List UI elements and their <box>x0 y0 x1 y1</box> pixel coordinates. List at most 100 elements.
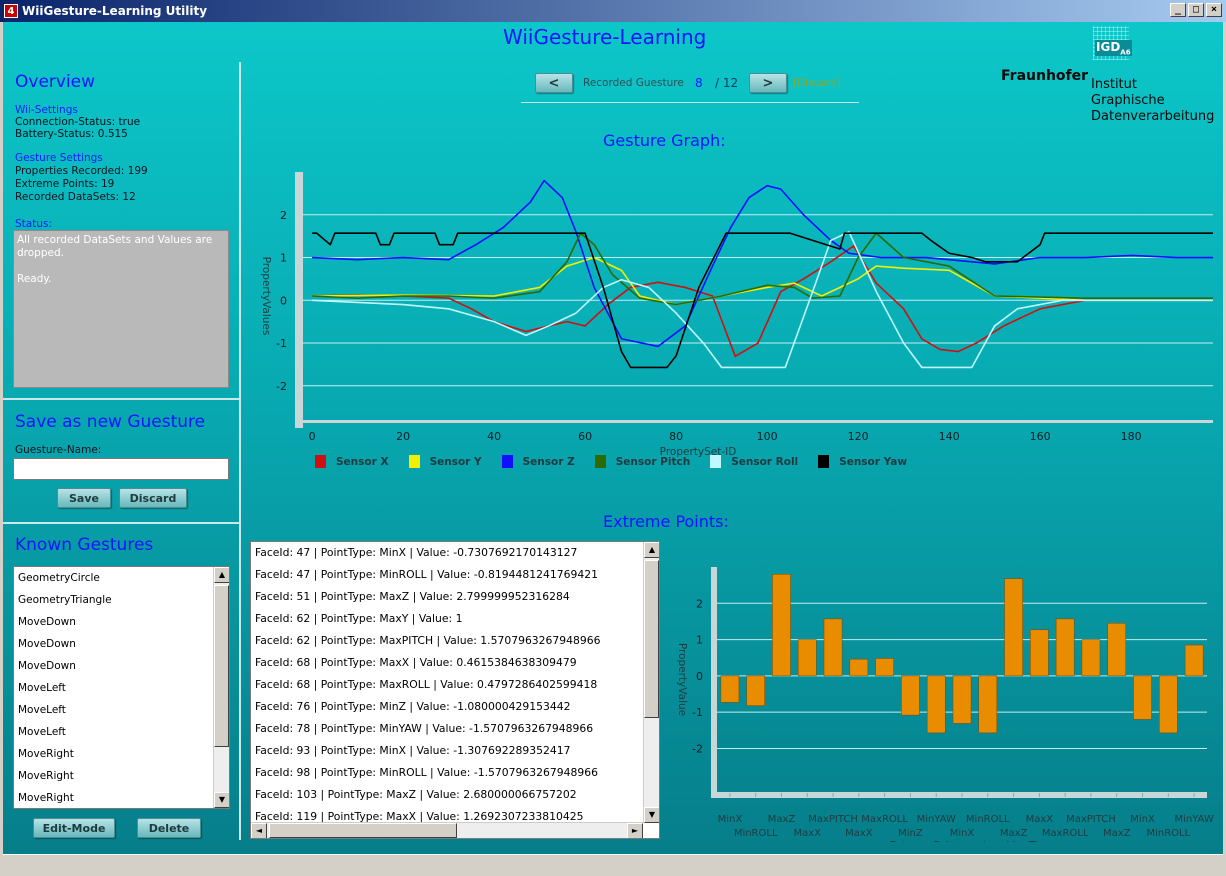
list-item[interactable]: FaceId: 103 | PointType: MaxZ | Value: 2… <box>255 788 577 801</box>
list-item[interactable]: FaceId: 47 | PointType: MinX | Value: -0… <box>255 546 578 559</box>
fraunhofer-name: Fraunhofer <box>1001 68 1089 84</box>
edit-mode-button[interactable]: Edit-Mode <box>33 818 115 838</box>
sensor-y-swatch <box>408 455 420 468</box>
x-tick-label: 40 <box>487 430 501 443</box>
scroll-up-icon[interactable]: ▲ <box>644 542 659 558</box>
app-title: WiiGesture-Learning <box>503 25 707 49</box>
gesture-graph: 210-1-20 20 40 60 80 100 120 140 160 180PropertyS… <box>260 172 1213 458</box>
list-item[interactable]: MoveRight <box>18 770 74 782</box>
list-item[interactable]: MoveDown <box>18 660 76 672</box>
list-item[interactable]: FaceId: 119 | PointType: MaxX | Value: 1… <box>255 810 584 823</box>
bar <box>901 675 920 716</box>
extreme-points-list[interactable]: FaceId: 47 | PointType: MinX | Value: -0… <box>250 541 660 839</box>
list-item[interactable]: FaceId: 98 | PointType: MinROLL | Value:… <box>255 766 598 779</box>
x-tick-label: 120 <box>848 430 869 443</box>
scroll-thumb[interactable] <box>644 560 659 718</box>
list-item[interactable]: MoveLeft <box>18 726 66 738</box>
gesture-name-input[interactable] <box>13 458 229 480</box>
app-icon: 4 <box>4 4 18 18</box>
status-textbox[interactable]: All recorded DataSets and Values are dro… <box>13 230 229 388</box>
save-gesture-title: Save as new Guesture <box>15 412 206 432</box>
x-tick-label: MaxROLL <box>1042 828 1089 839</box>
window-titlebar: 4 WiiGesture-Learning Utility _ □ × <box>0 0 1226 22</box>
x-tick-label: MaxROLL <box>861 814 908 825</box>
list-item[interactable]: GeometryTriangle <box>18 594 112 606</box>
sensor-yaw-swatch <box>818 455 830 468</box>
list-item[interactable]: MoveRight <box>18 748 74 760</box>
x-tick-label: MinYAW <box>1174 814 1213 825</box>
close-button[interactable]: × <box>1206 3 1222 17</box>
legend-label-sensor-x: Sensor X <box>336 455 389 468</box>
x-tick-label: MaxPITCH <box>1066 814 1116 825</box>
current-gesture-number: 8 <box>695 76 703 90</box>
battery-status: Battery-Status: 0.515 <box>15 128 128 140</box>
list-item[interactable]: MoveLeft <box>18 682 66 694</box>
discard-button[interactable]: Discard <box>119 488 187 508</box>
x-tick-label: MinROLL <box>966 814 1010 825</box>
scroll-down-icon[interactable]: ▼ <box>644 807 659 823</box>
list-item[interactable]: FaceId: 62 | PointType: MaxPITCH | Value… <box>255 634 601 647</box>
y-axis-bar <box>711 567 717 798</box>
list-item[interactable]: FaceId: 47 | PointType: MinROLL | Value:… <box>255 568 598 581</box>
bar <box>1159 675 1178 734</box>
list-item[interactable]: MoveLeft <box>18 704 66 716</box>
sensor-roll-swatch <box>710 455 722 468</box>
list-item[interactable]: MoveRight <box>18 792 74 804</box>
legend-label-sensor-y: Sensor Y <box>429 455 482 468</box>
extreme-points-vscroll[interactable]: ▲ ▼ <box>643 542 659 823</box>
bar <box>1107 623 1127 677</box>
bar <box>823 618 843 677</box>
list-item[interactable]: MoveDown <box>18 616 76 628</box>
scroll-down-icon[interactable]: ▼ <box>214 792 229 808</box>
navigator-underline <box>521 102 859 103</box>
hscroll-thumb[interactable] <box>269 823 457 838</box>
known-gestures-scrollbar[interactable]: ▲ ▼ <box>213 567 229 808</box>
list-item[interactable]: FaceId: 93 | PointType: MinX | Value: -1… <box>255 744 571 757</box>
list-item[interactable]: FaceId: 62 | PointType: MaxY | Value: 1 <box>255 612 463 625</box>
delete-button[interactable]: Delete <box>137 818 201 838</box>
bar <box>797 639 817 677</box>
list-item[interactable]: GeometryCircle <box>18 572 100 584</box>
prev-gesture-button[interactable]: < <box>535 73 573 93</box>
list-item[interactable]: MoveDown <box>18 638 76 650</box>
list-item[interactable]: FaceId: 76 | PointType: MinZ | Value: -1… <box>255 700 571 713</box>
scroll-up-icon[interactable]: ▲ <box>214 567 229 583</box>
x-tick-label: 60 <box>578 430 592 443</box>
status-label: Status: <box>15 218 52 230</box>
list-item[interactable]: FaceId: 68 | PointType: MaxX | Value: 0.… <box>255 656 577 669</box>
y-tick-label: -1 <box>276 337 287 350</box>
sidebar-separator-2 <box>3 522 240 524</box>
extreme-points-hscroll[interactable]: ◄ ► <box>251 822 643 838</box>
maximize-button[interactable]: □ <box>1188 3 1204 17</box>
client-area: WiiGesture-Learning IGDA6 Fraunhofer Ins… <box>3 22 1223 854</box>
gesture-graph-title: Gesture Graph: <box>603 131 726 150</box>
logo-badge: IGD <box>1096 40 1121 54</box>
x-tick-label: MaxZ <box>1103 828 1131 839</box>
extreme-points-title: Extreme Points: <box>603 512 729 531</box>
minimize-button[interactable]: _ <box>1170 3 1186 17</box>
recorded-gesture-label: Recorded Guesture <box>583 77 684 89</box>
y-axis-bar <box>295 172 303 428</box>
sensor-z-swatch <box>501 455 513 468</box>
legend-label-sensor-roll: Sensor Roll <box>731 455 799 468</box>
institut-line1: Institut <box>1091 77 1137 92</box>
list-item[interactable]: FaceId: 78 | PointType: MinYAW | Value: … <box>255 722 594 735</box>
list-item[interactable]: FaceId: 68 | PointType: MaxROLL | Value:… <box>255 678 598 691</box>
known-gestures-list[interactable]: GeometryCircle GeometryTriangle MoveDown Mo… <box>13 566 230 809</box>
gesture-name-label: Guesture-Name: <box>15 444 102 456</box>
bar <box>720 675 740 703</box>
scroll-right-icon[interactable]: ► <box>627 823 643 838</box>
window-title: WiiGesture-Learning Utility <box>22 4 208 18</box>
y-axis-label: PropertyValues <box>260 257 272 336</box>
list-item[interactable]: FaceId: 51 | PointType: MaxZ | Value: 2.… <box>255 590 570 603</box>
sensor-pitch-swatch <box>594 455 606 468</box>
discard-link[interactable]: [Discard] <box>793 77 841 89</box>
next-gesture-button[interactable]: > <box>749 73 787 93</box>
x-tick-label: 160 <box>1030 430 1051 443</box>
scroll-thumb[interactable] <box>214 585 229 747</box>
institut-line2: Graphische <box>1091 93 1165 108</box>
x-tick-label: MinX <box>950 828 975 839</box>
scroll-left-icon[interactable]: ◄ <box>251 823 267 838</box>
save-button[interactable]: Save <box>57 488 111 508</box>
